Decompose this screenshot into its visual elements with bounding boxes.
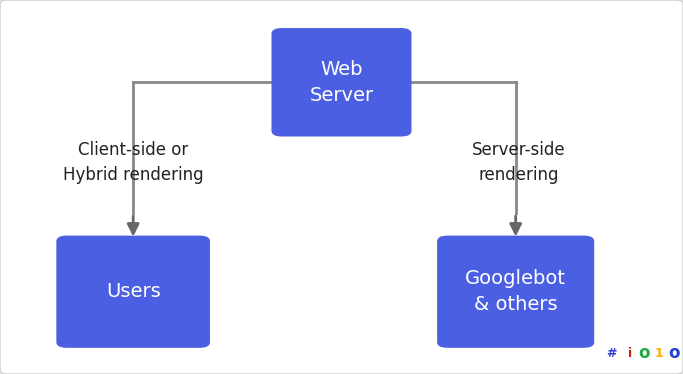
Text: Client-side or
Hybrid rendering: Client-side or Hybrid rendering bbox=[63, 141, 204, 184]
Text: o: o bbox=[669, 344, 680, 362]
Text: Web
Server: Web Server bbox=[309, 59, 374, 105]
Text: #: # bbox=[606, 347, 617, 360]
Text: i: i bbox=[628, 347, 632, 360]
Text: 1: 1 bbox=[655, 347, 663, 360]
Text: Users: Users bbox=[106, 282, 161, 301]
Text: o: o bbox=[639, 344, 650, 362]
FancyBboxPatch shape bbox=[437, 236, 594, 348]
FancyBboxPatch shape bbox=[56, 236, 210, 348]
Text: Googlebot
& others: Googlebot & others bbox=[465, 269, 566, 315]
Text: Server-side
rendering: Server-side rendering bbox=[472, 141, 566, 184]
FancyBboxPatch shape bbox=[271, 28, 411, 137]
